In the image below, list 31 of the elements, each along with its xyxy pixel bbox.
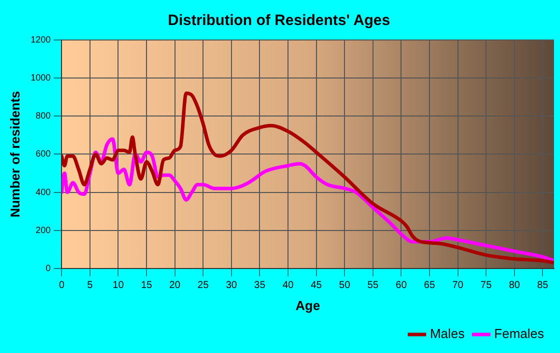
- x-tick-label: 80: [508, 280, 520, 292]
- x-tick-label: 0: [58, 280, 65, 292]
- y-tick-label: 600: [36, 148, 51, 159]
- y-tick-label: 1000: [30, 72, 51, 83]
- x-tick-label: 65: [424, 280, 436, 292]
- x-tick-label: 45: [310, 280, 322, 292]
- y-tick-label: 1200: [30, 34, 51, 44]
- x-tick-label: 20: [169, 280, 181, 292]
- x-tick-label: 75: [480, 280, 492, 292]
- x-tick-label: 15: [140, 280, 153, 292]
- x-axis-title: Age: [296, 298, 320, 313]
- x-tick-label: 55: [367, 280, 379, 292]
- x-tick-label: 85: [537, 280, 549, 292]
- y-axis-title: Number of residents: [7, 90, 22, 218]
- x-tick-label: 70: [452, 280, 464, 292]
- legend-label: Males: [430, 326, 466, 342]
- x-tick-label: 10: [112, 280, 124, 292]
- x-tick-label: 40: [282, 280, 294, 292]
- x-tick-label: 30: [226, 280, 238, 292]
- y-tick-label: 800: [36, 110, 51, 121]
- legend-label: Females: [494, 326, 544, 342]
- x-tick-label: 50: [339, 280, 351, 292]
- x-tick-label: 35: [254, 280, 266, 292]
- y-tick-label: 200: [36, 224, 51, 235]
- x-tick-label: 5: [87, 280, 94, 292]
- y-tick-label: 0: [46, 262, 51, 273]
- line-series: [62, 92, 554, 264]
- chart-title: Distribution of Residents' Ages: [168, 12, 390, 30]
- x-tick-label: 60: [396, 280, 408, 292]
- y-tick-label: 400: [36, 186, 51, 197]
- x-tick-label: 25: [198, 280, 210, 292]
